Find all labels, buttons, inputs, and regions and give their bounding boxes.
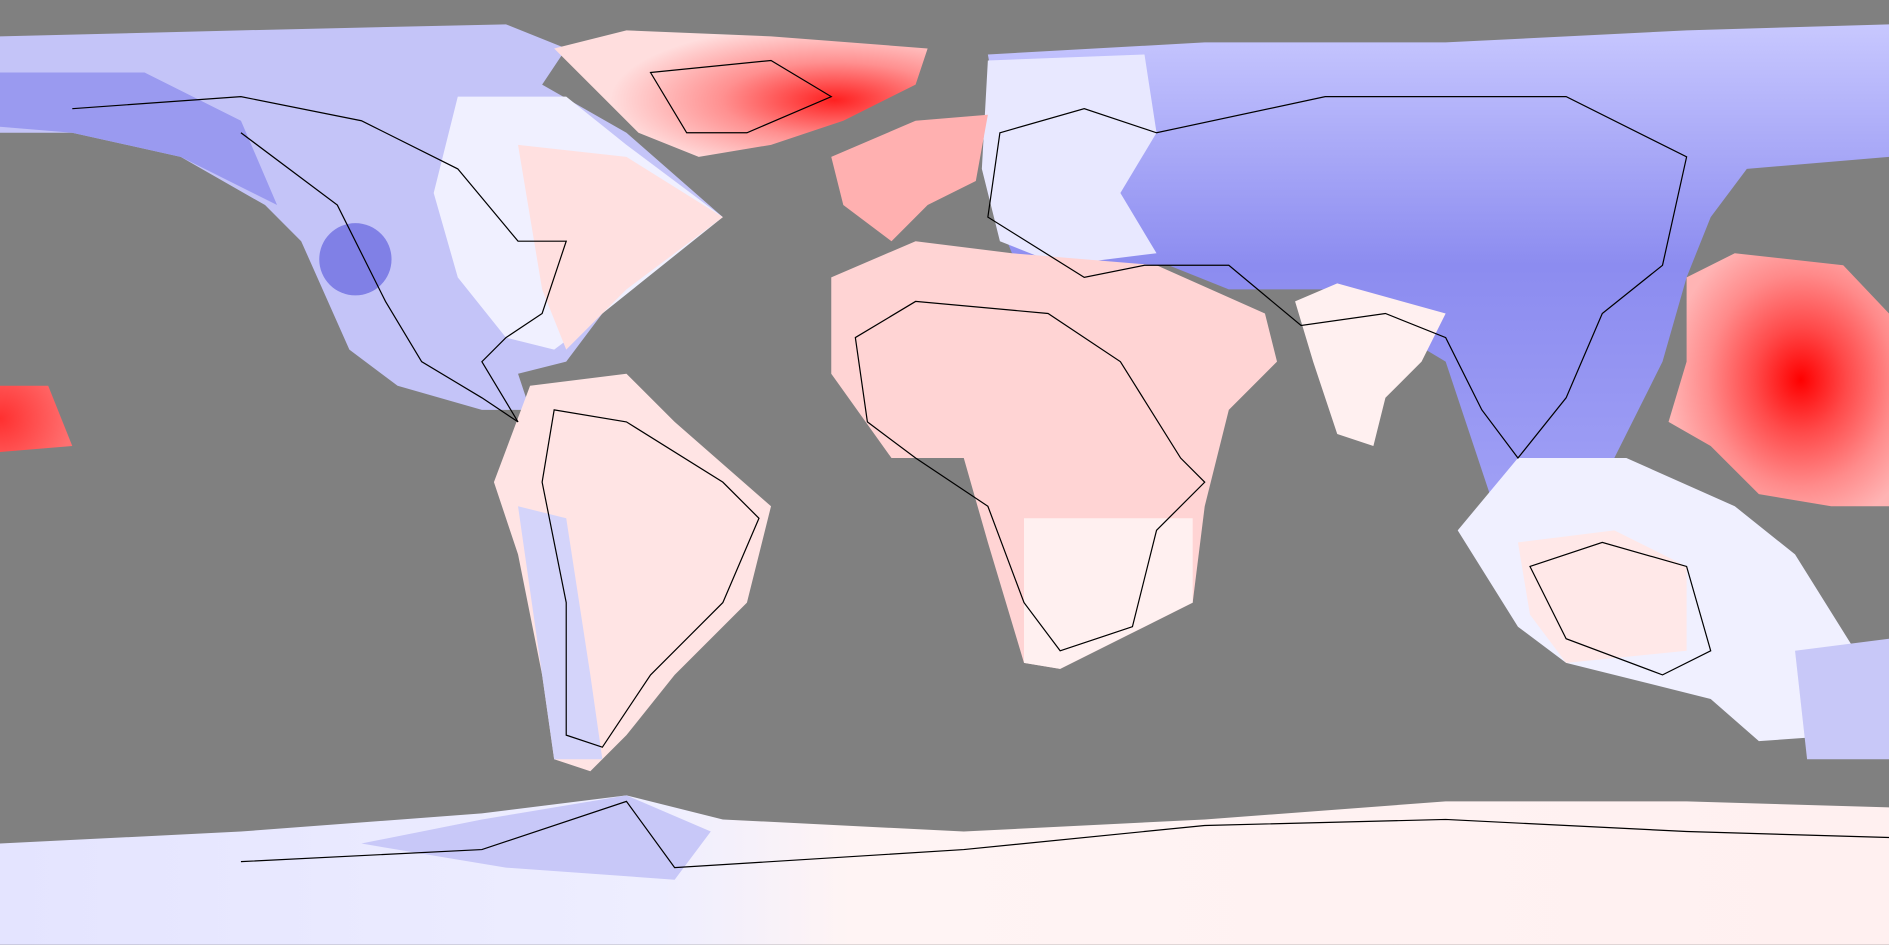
left-edge-warm-anomaly (0, 385, 73, 453)
coastline (987, 96, 1688, 460)
coastline (649, 59, 833, 134)
coastlines (72, 59, 1889, 869)
uk-anomaly (831, 114, 988, 242)
coastline (541, 409, 760, 748)
alaska-anomaly (0, 72, 278, 206)
coastline (72, 96, 568, 423)
atlantic-coast-anomaly (518, 144, 723, 350)
coastline (854, 300, 1206, 652)
europe-anomaly (981, 54, 1157, 266)
greenland-anomaly (554, 30, 928, 157)
australia-interior-anomaly (1517, 530, 1687, 663)
coastline (240, 800, 1889, 869)
antarctic-peninsula-anomaly (361, 795, 711, 880)
pacific-warm-anomaly (1668, 253, 1889, 507)
andes-anomaly (518, 506, 603, 760)
coastline (1529, 541, 1712, 676)
new-zealand-anomaly (1795, 638, 1889, 760)
rockies-cold-spot (319, 223, 392, 296)
india-anomaly (1295, 283, 1446, 446)
